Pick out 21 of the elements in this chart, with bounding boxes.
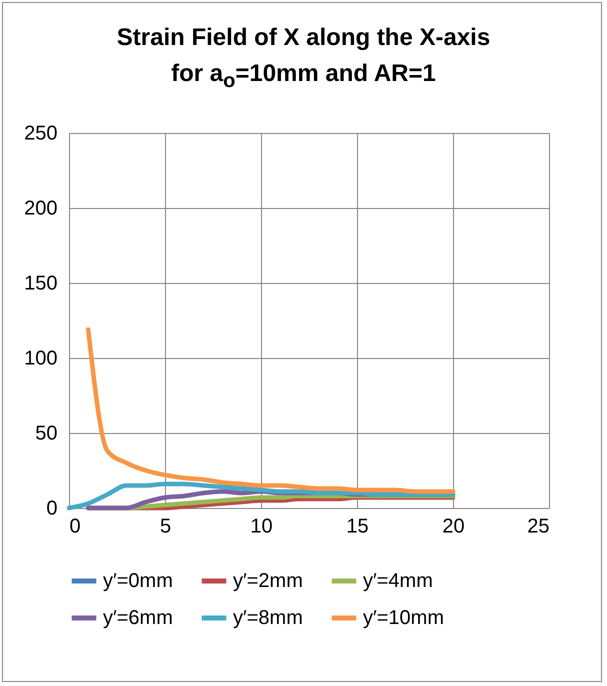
line-series bbox=[86, 327, 456, 494]
legend-label: y′=6mm bbox=[103, 607, 173, 629]
line-series bbox=[66, 482, 456, 510]
chart-title: Strain Field of X along the X-axis for a$_{o}$=10mm and AR=1 bbox=[116, 23, 492, 94]
legend-label: y′=10mm bbox=[363, 607, 444, 629]
y-tick-label: 50 bbox=[35, 422, 58, 444]
y-tick-label: 200 bbox=[24, 198, 58, 220]
x-tick-label: 15 bbox=[346, 516, 369, 538]
legend-label: y′=2mm bbox=[233, 570, 303, 592]
legend-label: y′=0mm bbox=[103, 570, 173, 592]
x-tick-label: 0 bbox=[70, 516, 81, 538]
legend-label: y′=8mm bbox=[233, 607, 303, 629]
x-tick-label: 10 bbox=[250, 516, 273, 538]
x-tick-label: 20 bbox=[442, 516, 465, 538]
y-tick-label: 250 bbox=[24, 122, 58, 144]
x-tick-label: 5 bbox=[160, 516, 172, 538]
y-tick-label: 0 bbox=[46, 498, 58, 520]
legend-label: y′=4mm bbox=[363, 570, 433, 592]
y-tick-label: 100 bbox=[24, 348, 58, 370]
y-tick-label: 150 bbox=[24, 272, 58, 294]
x-tick-label: 25 bbox=[527, 516, 550, 538]
